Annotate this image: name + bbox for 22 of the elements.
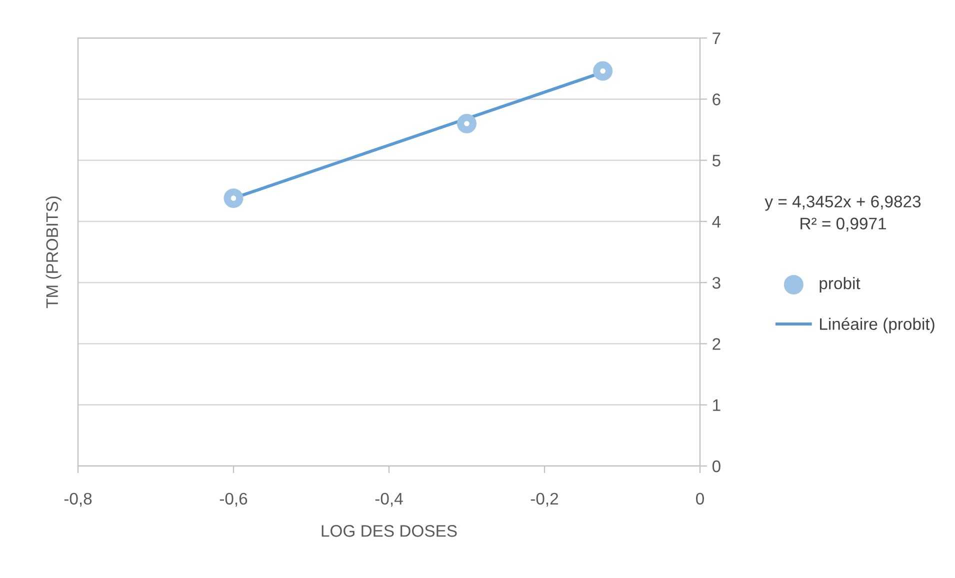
x-tick-label: 0	[696, 492, 704, 505]
x-axis-title: LOG DES DOSES	[322, 525, 457, 537]
y-axis-title: TM (PROBITS)	[46, 196, 62, 308]
x-tick-label: -0,2	[530, 492, 558, 507]
y-tick-label: 5	[712, 154, 720, 166]
point	[224, 188, 244, 208]
y-tick-label: 7	[712, 32, 720, 44]
point	[593, 61, 613, 81]
x-tick-label: -0,8	[64, 492, 92, 507]
y-tick-label: 2	[712, 338, 720, 350]
text: R² = 0,9971	[800, 218, 886, 232]
text: y = 4,3452x + 6,9823	[764, 196, 921, 211]
y-tick-label: 3	[712, 276, 720, 289]
x-tick-label: -0,6	[220, 492, 248, 507]
point	[457, 114, 476, 134]
y-tick-label: 6	[712, 94, 720, 106]
y-tick-label: 0	[712, 460, 720, 472]
legend-label: probit	[820, 277, 860, 293]
legend-label: Linéaire (probit)	[820, 318, 934, 334]
x-tick-label: -0,4	[375, 492, 403, 507]
y-tick-label: 4	[712, 216, 721, 228]
y-tick-label: 1	[713, 399, 720, 411]
